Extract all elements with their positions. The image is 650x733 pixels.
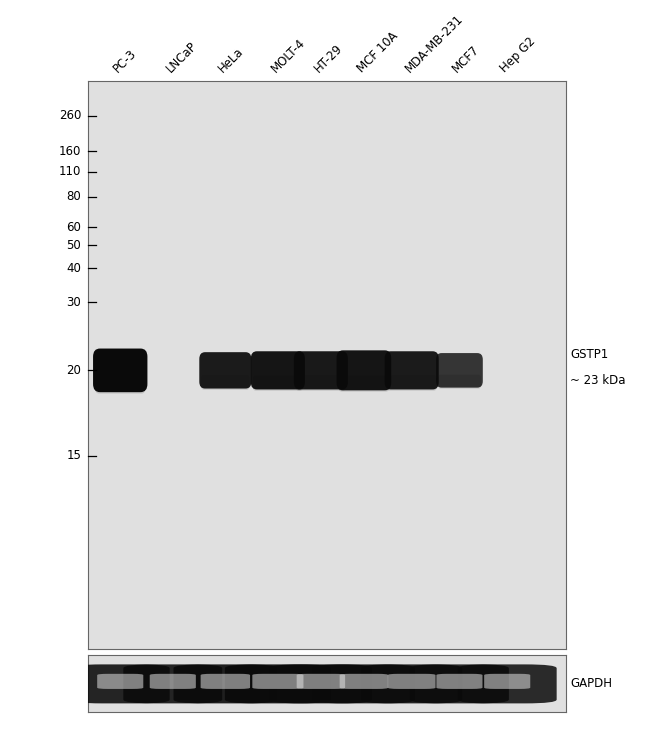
Text: MDA-MB-231: MDA-MB-231: [402, 12, 465, 75]
Text: HT-29: HT-29: [312, 41, 345, 75]
Text: 15: 15: [66, 449, 81, 462]
FancyBboxPatch shape: [98, 674, 143, 689]
FancyBboxPatch shape: [340, 674, 388, 689]
FancyBboxPatch shape: [174, 664, 277, 704]
Text: MCF 10A: MCF 10A: [355, 29, 400, 75]
Text: 20: 20: [66, 364, 81, 377]
Text: ~ 23 kDa: ~ 23 kDa: [570, 374, 625, 387]
FancyBboxPatch shape: [387, 375, 437, 391]
FancyBboxPatch shape: [458, 664, 556, 704]
Text: GSTP1: GSTP1: [570, 347, 608, 361]
Text: PC-3: PC-3: [111, 46, 139, 75]
FancyBboxPatch shape: [201, 674, 250, 689]
FancyBboxPatch shape: [93, 348, 148, 392]
FancyBboxPatch shape: [270, 664, 372, 704]
FancyBboxPatch shape: [150, 674, 196, 689]
Text: MOLT-4: MOLT-4: [268, 36, 307, 75]
Text: LNCaP: LNCaP: [164, 39, 200, 75]
Text: 110: 110: [59, 165, 81, 178]
FancyBboxPatch shape: [313, 664, 415, 704]
FancyBboxPatch shape: [201, 375, 250, 390]
FancyBboxPatch shape: [385, 351, 439, 389]
FancyBboxPatch shape: [436, 353, 483, 388]
FancyBboxPatch shape: [200, 352, 252, 388]
Text: 160: 160: [59, 144, 81, 158]
FancyBboxPatch shape: [251, 351, 305, 389]
FancyBboxPatch shape: [388, 674, 436, 689]
Text: HeLa: HeLa: [216, 45, 246, 75]
Text: MCF7: MCF7: [450, 43, 482, 75]
FancyBboxPatch shape: [96, 376, 145, 394]
FancyBboxPatch shape: [410, 664, 509, 704]
Text: 80: 80: [66, 190, 81, 203]
FancyBboxPatch shape: [436, 674, 482, 689]
FancyBboxPatch shape: [253, 375, 303, 391]
FancyBboxPatch shape: [294, 351, 348, 389]
Text: Hep G2: Hep G2: [498, 34, 538, 75]
Text: 30: 30: [66, 295, 81, 309]
FancyBboxPatch shape: [438, 375, 481, 388]
FancyBboxPatch shape: [337, 350, 391, 391]
FancyBboxPatch shape: [225, 664, 331, 704]
FancyBboxPatch shape: [296, 375, 346, 391]
FancyBboxPatch shape: [124, 664, 222, 704]
Text: GAPDH: GAPDH: [570, 677, 612, 690]
FancyBboxPatch shape: [339, 375, 389, 391]
Text: 260: 260: [59, 109, 81, 122]
FancyBboxPatch shape: [252, 674, 304, 689]
FancyBboxPatch shape: [71, 664, 170, 704]
FancyBboxPatch shape: [361, 664, 462, 704]
FancyBboxPatch shape: [296, 674, 345, 689]
Text: 40: 40: [66, 262, 81, 275]
Text: 60: 60: [66, 221, 81, 234]
FancyBboxPatch shape: [484, 674, 530, 689]
Text: 50: 50: [66, 239, 81, 252]
